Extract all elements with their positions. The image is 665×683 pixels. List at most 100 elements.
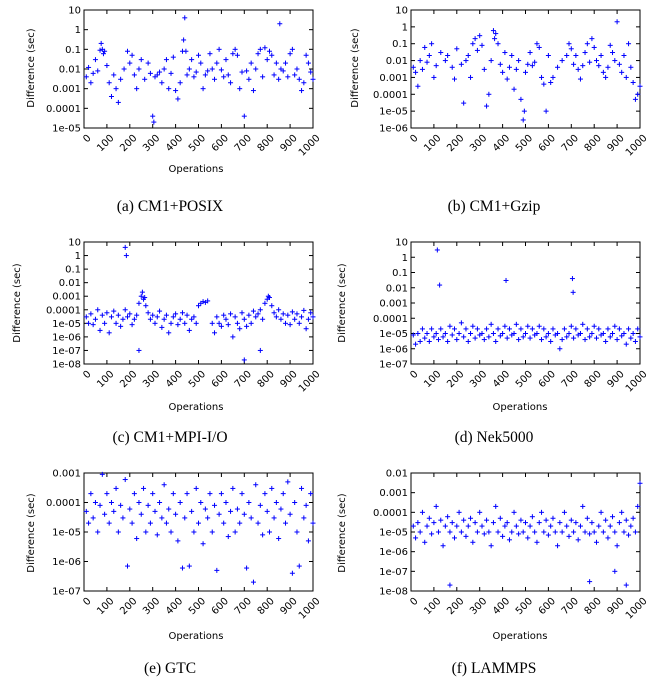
chart-f-point	[504, 520, 510, 526]
chart-b-xtick-label: 800	[583, 133, 604, 154]
chart-a-point	[292, 72, 298, 78]
chart-d-ytick-label: 0.001	[379, 299, 408, 310]
chart-c-point	[173, 311, 179, 317]
chart-c-point	[303, 326, 309, 332]
chart-d-point	[445, 338, 451, 344]
chart-e-point	[134, 536, 140, 542]
chart-b-point	[506, 64, 512, 70]
chart-a-ytick-label: 0.0001	[46, 104, 81, 115]
chart-f-point	[614, 543, 620, 549]
chart-e-point	[299, 485, 305, 491]
chart-d-point	[534, 331, 540, 336]
chart-d-point	[566, 331, 572, 336]
chart-c-point	[108, 314, 114, 320]
chart-b-point	[568, 46, 574, 52]
chart-f-point	[509, 529, 515, 535]
chart-d-point	[516, 337, 522, 343]
chart-b-point	[415, 83, 421, 89]
chart-d-point	[506, 326, 512, 332]
chart-f-point	[628, 523, 634, 529]
chart-e-xtick-label: 200	[118, 596, 139, 617]
chart-d-point	[596, 326, 602, 332]
chart-f-point	[435, 529, 441, 535]
chart-a-point	[166, 86, 172, 92]
chart-b-point	[632, 96, 638, 102]
chart-f-xtick-label: 1000	[624, 596, 650, 622]
chart-f-point	[619, 509, 625, 515]
chart-a-xtick-label: 400	[164, 133, 185, 154]
chart-a-point	[95, 68, 101, 74]
chart-d-point	[429, 326, 435, 332]
chart-c-point	[122, 307, 128, 313]
chart-d-point	[495, 326, 501, 332]
chart-a-point	[223, 57, 229, 63]
chart-b-ylabel: Difference (sec)	[350, 28, 361, 107]
chart-e-point	[97, 502, 103, 508]
chart-a-xtick-label: 600	[210, 133, 231, 154]
chart-c-point	[182, 320, 188, 326]
chart-e-point	[154, 532, 160, 538]
chart-c-point	[310, 314, 316, 320]
chart-d-point	[456, 331, 462, 336]
chart-e-ylabel: Difference (sec)	[26, 493, 37, 572]
chart-b-point	[490, 28, 496, 34]
chart-e-point	[269, 485, 275, 491]
chart-f-plot: 1e-08 1e-07 1e-06 1e-05 0.0001 0.001 0.01 0 100 2…	[373, 469, 650, 622]
chart-d-point	[612, 323, 618, 329]
chart-e-point	[246, 500, 252, 505]
chart-a-point	[237, 86, 243, 92]
chart-a-point	[121, 66, 127, 72]
chart-b-point	[513, 66, 519, 72]
chart-a-point	[86, 64, 92, 70]
chart-e-point	[237, 520, 243, 526]
chart-a-point	[106, 80, 112, 86]
chart-a-point	[225, 72, 231, 78]
chart-f-xtick-label: 400	[491, 596, 512, 617]
chart-d-point	[577, 331, 583, 336]
chart-d-point	[584, 326, 590, 332]
chart-f-point	[591, 529, 597, 535]
chart-c-point	[177, 316, 183, 322]
chart-f-ytick-label: 0.001	[379, 488, 408, 499]
chart-a-point	[177, 80, 183, 86]
chart-e-point	[305, 538, 311, 544]
chart-a-point	[159, 80, 165, 86]
chart-c-point	[237, 326, 243, 332]
chart-a-point	[276, 76, 282, 82]
chart-d-point	[589, 331, 595, 336]
chart-b-point	[486, 91, 492, 97]
chart-d-point	[632, 338, 638, 344]
chart-e-point	[228, 508, 234, 514]
chart-f-point	[490, 520, 496, 526]
chart-b-xtick-label: 500	[514, 133, 535, 154]
chart-e-xtick-label: 800	[256, 596, 277, 617]
chart-d-xtick-label: 0	[408, 369, 420, 381]
chart-a-xtick-label: 0	[81, 133, 93, 145]
chart-f-point	[621, 529, 627, 535]
chart-b-point	[635, 91, 641, 97]
chart-f-point	[518, 517, 524, 523]
chart-c-ytick-label: 10	[68, 238, 81, 249]
chart-a-point	[193, 69, 199, 75]
chart-f-point	[479, 523, 485, 529]
chart-c-point	[131, 316, 137, 322]
chart-c-point	[216, 320, 222, 326]
chart-a-point	[100, 51, 106, 57]
chart-f-point	[534, 539, 540, 545]
chart-b-point	[433, 63, 439, 69]
chart-d-xtick-label: 800	[583, 369, 604, 390]
chart-a-xtick-label: 100	[95, 133, 116, 154]
chart-f-point	[472, 520, 478, 526]
chart-e-xtick-label: 700	[233, 596, 254, 617]
chart-e-point	[125, 563, 131, 569]
chart-e-point	[244, 565, 250, 571]
chart-a-point	[189, 57, 195, 63]
chart-f-point	[500, 533, 506, 539]
chart-d-ylabel: Difference (sec)	[337, 263, 348, 342]
chart-f-point	[426, 515, 432, 521]
chart-c-xlabel: Operations	[169, 402, 224, 413]
chart-b-point	[484, 103, 490, 109]
chart-a-point	[280, 68, 286, 74]
chart-f-point	[456, 509, 462, 515]
